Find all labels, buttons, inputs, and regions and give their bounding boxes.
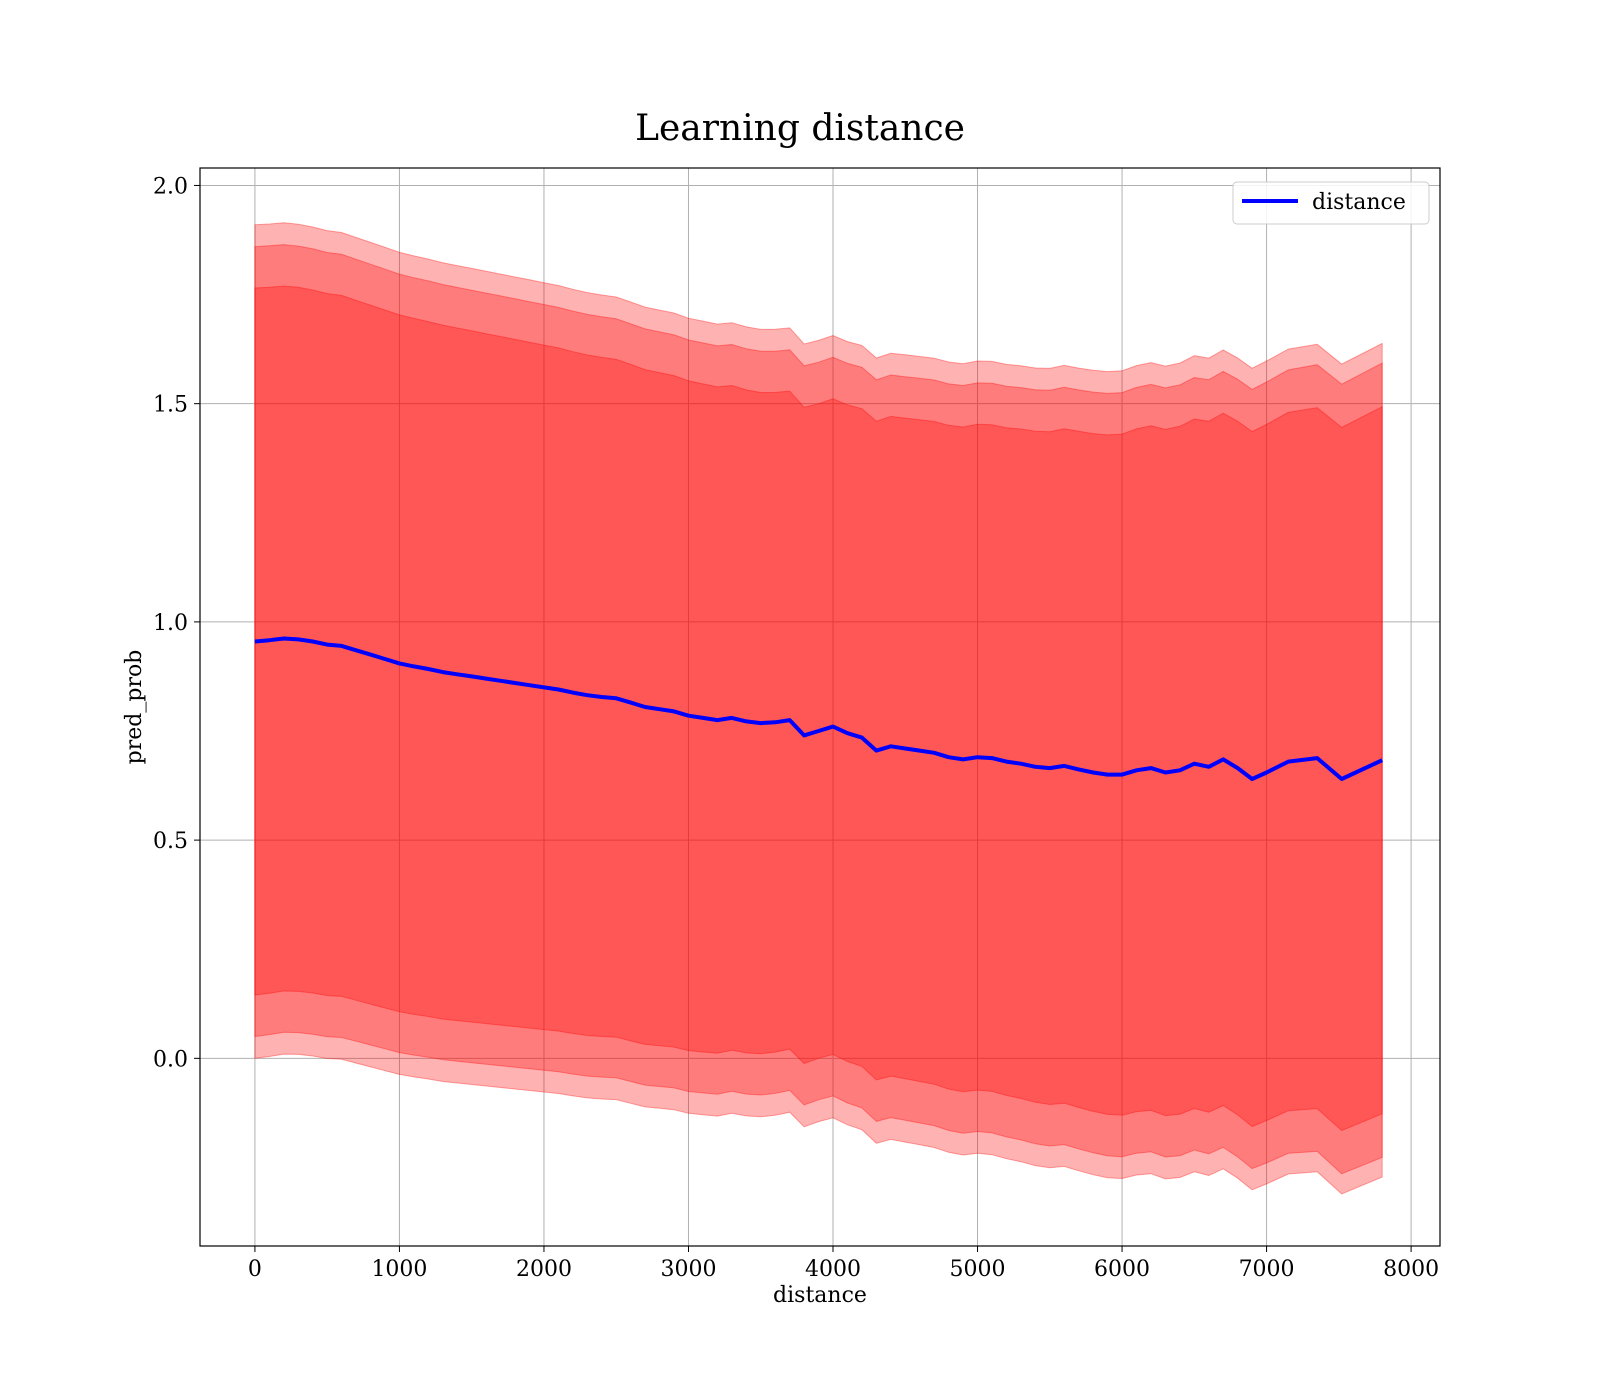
x-ticks: 0 1000 2000 3000 4000 5000 6000 7000 8000	[248, 1246, 1439, 1282]
x-tick-label: 8000	[1383, 1257, 1439, 1282]
legend: distance	[1232, 181, 1430, 225]
band-3-sigma	[254, 222, 1383, 1195]
x-tick-label: 6000	[1094, 1257, 1150, 1282]
plot-frame	[199, 167, 1441, 1247]
y-tick-label: 2.0	[153, 174, 188, 199]
y-tick-label: 1.0	[153, 611, 188, 636]
y-tick-label: 1.5	[153, 393, 188, 418]
grid	[200, 168, 1440, 1246]
x-tick-label: 2000	[516, 1257, 572, 1282]
x-tick-label: 3000	[660, 1257, 716, 1282]
x-tick-label: 1000	[371, 1257, 427, 1282]
x-tick-label: 5000	[950, 1257, 1006, 1282]
chart-title: Learning distance	[635, 108, 965, 149]
x-tick-label: 7000	[1239, 1257, 1295, 1282]
y-tick-label: 0.0	[153, 1047, 188, 1072]
y-ticks: 0.0 0.5 1.0 1.5 2.0	[153, 174, 200, 1072]
y-tick-label: 0.5	[153, 829, 188, 854]
x-tick-label: 0	[248, 1257, 262, 1282]
band-2-sigma	[254, 244, 1383, 1175]
legend-label-distance: distance	[1312, 190, 1406, 215]
series-line-distance	[254, 636, 1384, 781]
legend-box	[1232, 181, 1430, 225]
confidence-bands	[254, 222, 1383, 1195]
series-lines	[254, 636, 1384, 781]
x-axis-label: distance	[773, 1283, 867, 1308]
band-1-sigma	[254, 285, 1383, 1132]
x-tick-label: 4000	[805, 1257, 861, 1282]
y-axis-label: pred_prob	[122, 650, 147, 765]
